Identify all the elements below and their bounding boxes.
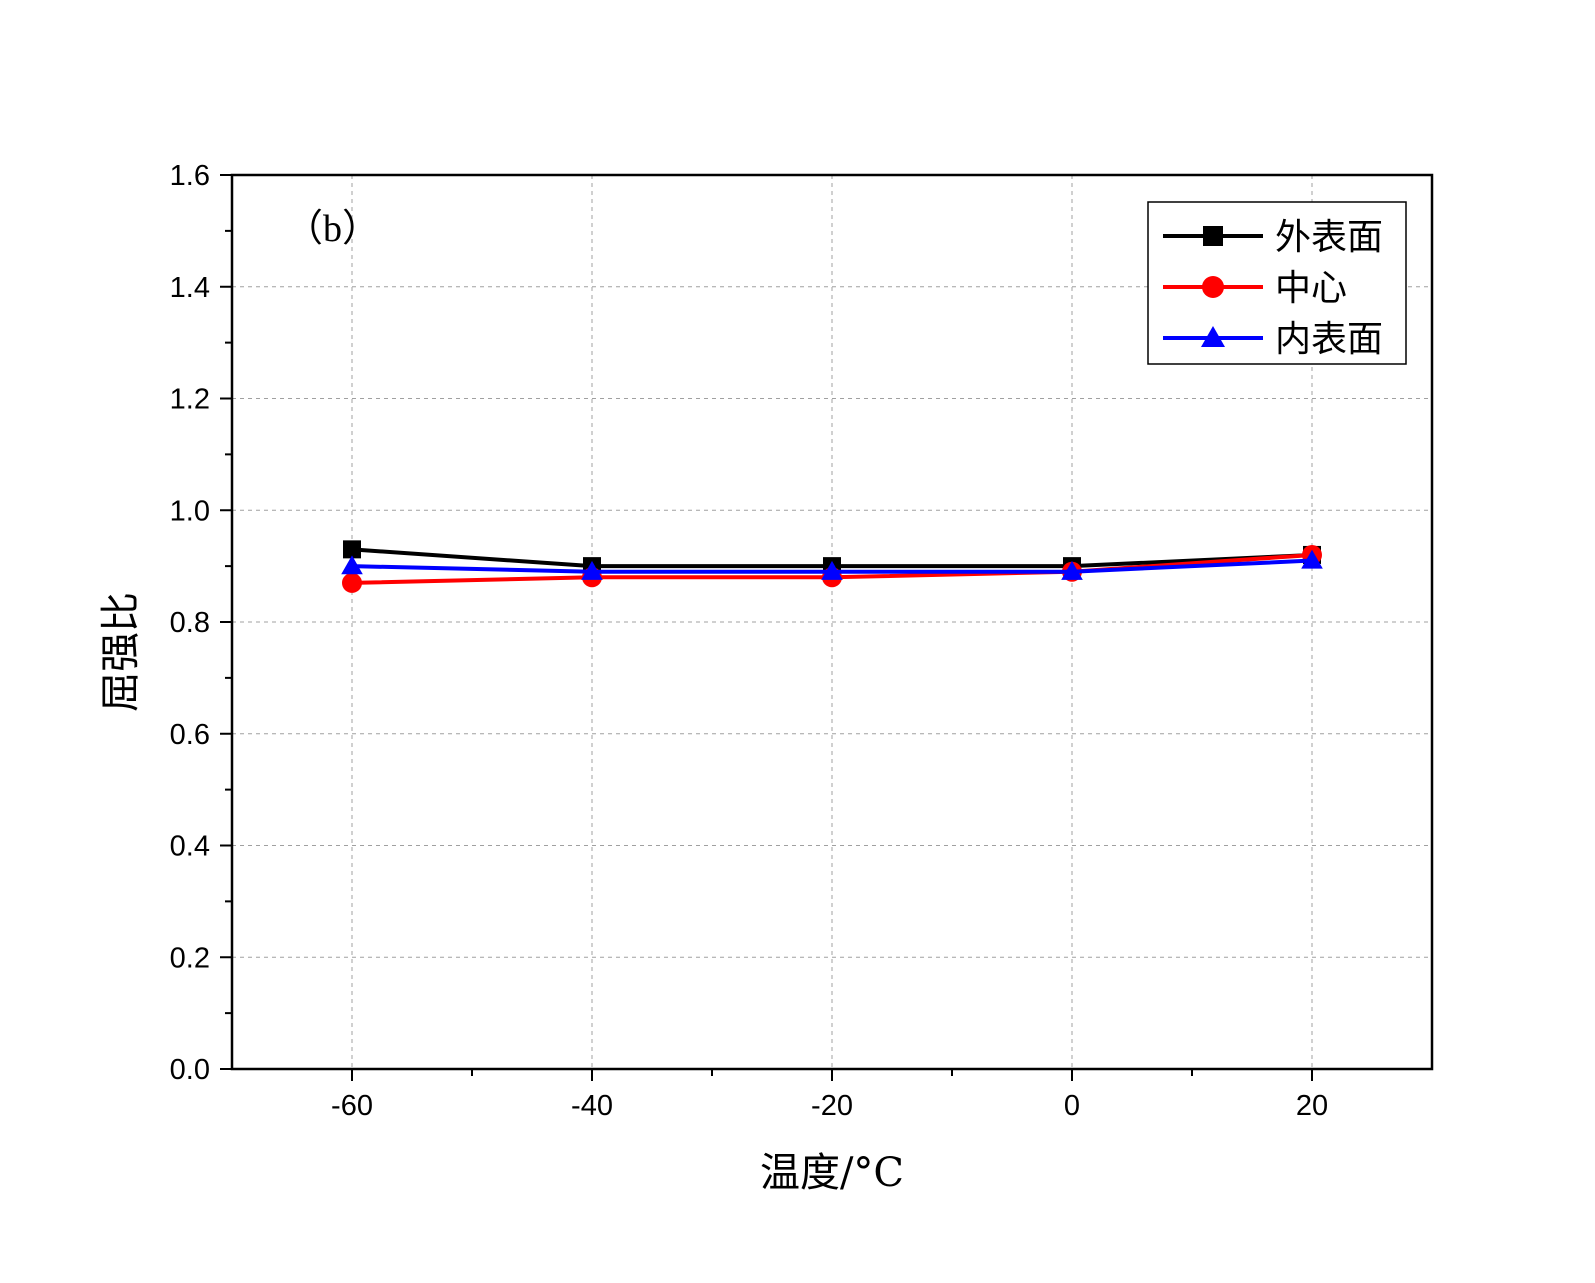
legend-marker <box>1202 276 1224 298</box>
x-tick-label: -60 <box>331 1090 373 1122</box>
panel-label: （b） <box>285 208 380 250</box>
legend-label: 内表面 <box>1275 319 1383 360</box>
y-tick-label: 0.2 <box>170 942 210 974</box>
y-tick-label: 0.6 <box>170 719 210 751</box>
x-tick-label: 20 <box>1296 1090 1328 1122</box>
legend-label: 中心 <box>1275 268 1347 309</box>
series-3-point <box>581 560 603 580</box>
y-tick-label: 1.2 <box>170 384 210 416</box>
series-3 <box>341 549 1323 580</box>
legend-marker <box>1203 226 1223 246</box>
x-axis-title: 温度/°C <box>760 1150 904 1196</box>
y-tick-label: 1.6 <box>170 160 210 192</box>
y-tick-label: 0.4 <box>170 831 210 863</box>
legend-label: 外表面 <box>1275 217 1383 258</box>
series-3-point <box>1061 560 1083 580</box>
series-3-point <box>341 555 363 575</box>
x-tick-label: -40 <box>571 1090 613 1122</box>
y-tick-label: 1.4 <box>170 272 210 304</box>
y-tick-label: 0.8 <box>170 607 210 639</box>
y-tick-label: 0.0 <box>170 1054 210 1086</box>
x-tick-label: 0 <box>1064 1090 1080 1122</box>
y-tick-label: 1.0 <box>170 495 210 527</box>
series-layer <box>341 540 1323 593</box>
y-axis-title: 屈强比 <box>98 592 144 712</box>
series-3-point <box>1301 549 1323 569</box>
series-2-point <box>342 572 362 593</box>
series-1-point <box>343 540 361 559</box>
axis-ticks: -60 -40 -20 0 20 0.0 0.2 0.4 0.6 0.8 1.0 1.2 1.4 1.6 <box>170 160 1328 1122</box>
series-3-point <box>821 560 843 580</box>
legend-marker <box>1201 326 1225 347</box>
x-tick-label: -20 <box>811 1090 853 1122</box>
